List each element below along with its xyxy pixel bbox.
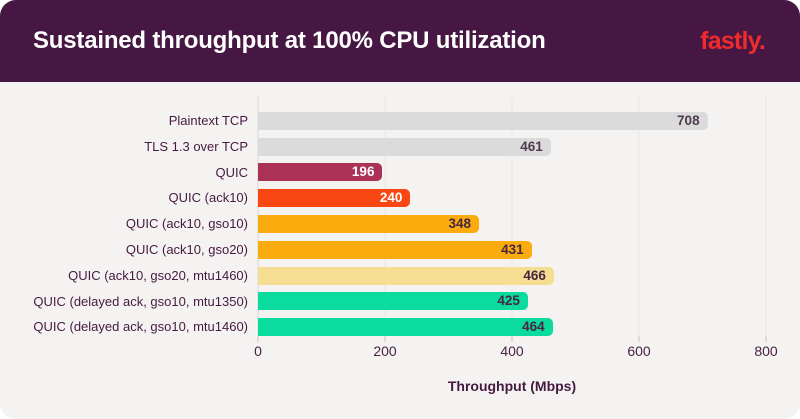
- bar-label: QUIC (ack10, gso20): [125, 241, 248, 257]
- bar-label: QUIC: [215, 164, 249, 180]
- bar-label: QUIC (ack10): [168, 190, 248, 206]
- gridline: [638, 97, 640, 336]
- bar-row: QUIC (ack10, gso10) 348: [0, 211, 800, 237]
- bar: 708: [258, 111, 708, 130]
- x-tick: [638, 336, 640, 342]
- bar-track: 466: [258, 266, 766, 285]
- bar: 240: [258, 189, 411, 208]
- bar-row: QUIC (ack10, gso20) 431: [0, 237, 800, 263]
- bar-row: QUIC 196: [0, 160, 800, 186]
- x-axis-ticks: [257, 336, 767, 342]
- bar: 196: [258, 163, 383, 182]
- x-tick-label: 400: [500, 343, 524, 359]
- bar-label: Plaintext TCP: [168, 113, 248, 128]
- x-tick: [384, 336, 386, 342]
- bar-track: 708: [258, 111, 766, 130]
- bar-row: QUIC (delayed ack, gso10, mtu1460) 464: [0, 314, 800, 340]
- fastly-logo: fastly.: [700, 26, 766, 55]
- plot-area: Plaintext TCP 708 TLS 1.3 over TCP 461 QUIC 1…: [0, 82, 800, 419]
- gridline: [511, 97, 513, 336]
- x-tick-label: 800: [754, 343, 778, 359]
- bar-label: QUIC (ack10, gso10): [125, 216, 248, 232]
- bar-row: QUIC (ack10, gso20, mtu1460) 466: [0, 263, 800, 289]
- bar: 464: [258, 318, 553, 337]
- bar: 466: [258, 266, 554, 285]
- bar-track: 196: [258, 163, 766, 182]
- bar-track: 240: [258, 189, 766, 208]
- x-tick: [765, 336, 767, 342]
- x-tick-label: 600: [627, 343, 651, 359]
- x-axis-label: Throughput (Mbps): [447, 378, 577, 394]
- bar-value-label: 464: [522, 319, 545, 335]
- bar-value-label: 466: [523, 267, 546, 283]
- bar-track: 461: [258, 137, 766, 156]
- bar-label: QUIC (delayed ack, gso10, mtu1460): [33, 319, 248, 335]
- bar-track: 464: [258, 318, 766, 337]
- bar-row: TLS 1.3 over TCP 461: [0, 134, 800, 160]
- x-tick: [257, 336, 259, 342]
- chart-title: Sustained throughput at 100% CPU utiliza…: [33, 27, 546, 54]
- bar: 348: [258, 215, 479, 234]
- x-tick-label: 200: [373, 343, 397, 359]
- bar-label: QUIC (ack10, gso20, mtu1460): [68, 267, 248, 283]
- bar: 431: [258, 240, 532, 259]
- x-axis-tick-labels: 0 200 400 600 800: [254, 343, 778, 359]
- gridline: [765, 97, 767, 336]
- bar-value-label: 425: [497, 293, 520, 309]
- bar-value-label: 708: [677, 112, 700, 128]
- bar-row: QUIC (ack10) 240: [0, 185, 800, 211]
- header: Sustained throughput at 100% CPU utiliza…: [0, 0, 800, 82]
- x-tick-label: 0: [254, 343, 262, 359]
- bar-value-label: 431: [501, 241, 524, 257]
- bar-value-label: 240: [379, 190, 403, 206]
- bar-value-label: 461: [520, 138, 543, 154]
- bar-row: Plaintext TCP 708: [0, 108, 800, 134]
- bar-rows: Plaintext TCP 708 TLS 1.3 over TCP 461 QUIC 1…: [0, 108, 800, 340]
- bar-value-label: 348: [448, 216, 471, 232]
- bar-row: QUIC (delayed ack, gso10, mtu1350) 425: [0, 289, 800, 315]
- bar-track: 348: [258, 215, 766, 234]
- x-tick: [511, 336, 513, 342]
- bar-track: 431: [258, 240, 766, 259]
- bar-label: TLS 1.3 over TCP: [144, 138, 248, 154]
- bar-track: 425: [258, 292, 766, 311]
- bar: 425: [258, 292, 528, 311]
- bar-value-label: 196: [351, 164, 375, 180]
- bar: 461: [258, 137, 551, 156]
- bar-label: QUIC (delayed ack, gso10, mtu1350): [33, 293, 248, 309]
